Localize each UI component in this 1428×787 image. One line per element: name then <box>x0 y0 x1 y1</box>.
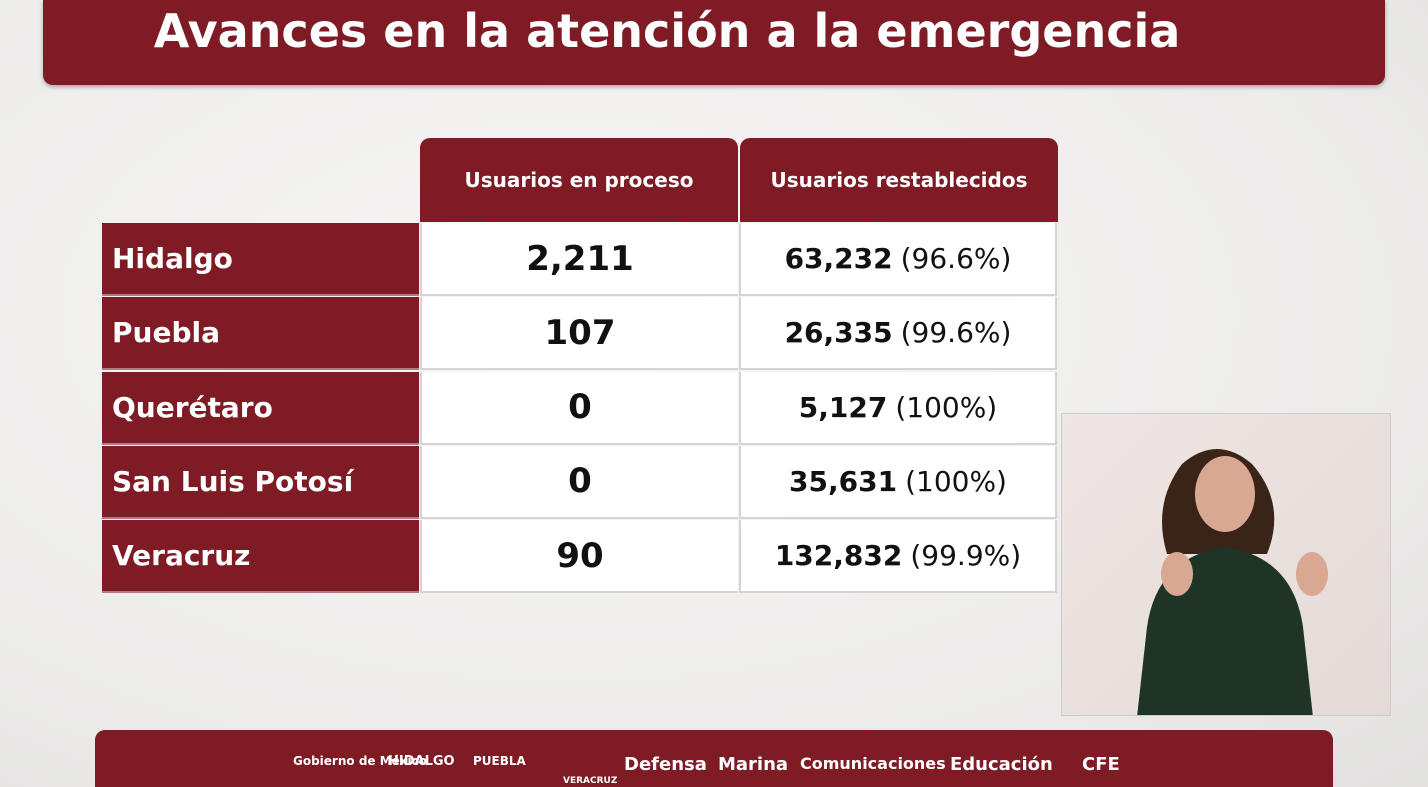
restored-cell: 35,631 (100%) <box>739 445 1057 519</box>
in-process-cell: 2,211 <box>420 223 738 296</box>
footer-logo: CFE <box>1082 754 1120 775</box>
in-process-cell: 0 <box>420 445 738 519</box>
footer-logo: Defensa <box>624 754 707 775</box>
restored-value: 5,127 <box>798 390 888 424</box>
row-label: Querétaro <box>102 371 419 445</box>
in-process-cell: 0 <box>420 371 738 445</box>
restored-percent: (99.9%) <box>910 539 1022 573</box>
footer-logo: HIDALGO <box>388 754 455 769</box>
restored-cell: 132,832 (99.9%) <box>739 520 1057 594</box>
footer-bar <box>95 730 1333 787</box>
restored-value: 26,335 <box>784 316 893 350</box>
restored-value: 35,631 <box>789 464 898 498</box>
in-process-cell: 90 <box>420 520 738 594</box>
footer-logo: Marina <box>718 754 789 775</box>
column-header: Usuarios restablecidos <box>740 138 1058 222</box>
footer-logo: Gobierno de México <box>293 754 428 768</box>
restored-percent: (96.6%) <box>900 242 1012 275</box>
restored-cell: 5,127 (100%) <box>739 371 1057 445</box>
restored-cell: 26,335 (99.6%) <box>739 297 1057 371</box>
restored-percent: (100%) <box>895 390 998 424</box>
row-label: San Luis Potosí <box>102 445 419 519</box>
row-label: Hidalgo <box>102 223 419 296</box>
restored-percent: (99.6%) <box>900 316 1012 350</box>
interpreter-figure <box>1137 449 1328 715</box>
footer-logo: PUEBLA <box>473 754 526 768</box>
in-process-cell: 107 <box>420 297 738 371</box>
restored-cell: 63,232 (96.6%) <box>739 223 1057 296</box>
title: Avances en la atención a la emergencia <box>153 4 1181 58</box>
footer-logo: Comunicaciones <box>800 754 946 773</box>
column-header: Usuarios en proceso <box>420 138 738 222</box>
row-label: Puebla <box>102 297 419 371</box>
row-label: Veracruz <box>102 520 419 594</box>
title-bar <box>43 0 1385 85</box>
restored-percent: (100%) <box>905 464 1007 498</box>
footer-logo: VERACRUZ <box>563 776 618 786</box>
restored-value: 63,232 <box>784 242 893 275</box>
restored-value: 132,832 <box>774 539 903 573</box>
sign-language-interpreter <box>1061 413 1391 716</box>
footer-logo: Educación <box>950 754 1053 775</box>
